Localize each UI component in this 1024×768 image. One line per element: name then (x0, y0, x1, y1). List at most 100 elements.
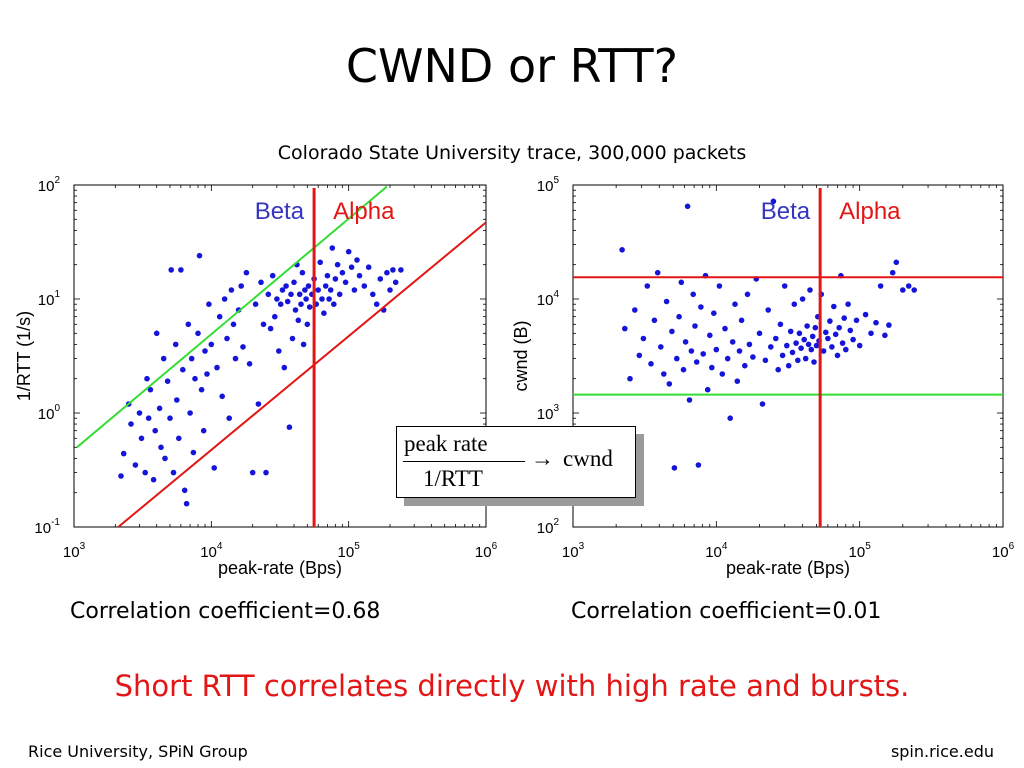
data-point (132, 462, 139, 468)
data-point (384, 269, 390, 276)
data-point (334, 261, 341, 268)
data-point (663, 298, 670, 305)
data-point (299, 269, 306, 276)
green-reference-line (76, 185, 388, 449)
data-point (770, 198, 777, 205)
data-point (211, 465, 217, 471)
data-point (787, 328, 794, 335)
plot-frame (572, 184, 1004, 528)
data-point (265, 291, 272, 298)
data-point (812, 324, 819, 331)
data-point (698, 304, 704, 310)
data-point (331, 301, 337, 308)
data-point (779, 352, 786, 359)
data-point (255, 401, 262, 407)
data-point (221, 296, 228, 302)
data-point (781, 283, 788, 289)
data-point (136, 410, 143, 416)
data-point (839, 340, 846, 346)
data-point (339, 269, 346, 276)
data-point (704, 386, 711, 393)
data-point (267, 325, 274, 332)
data-point (775, 366, 781, 373)
data-point (183, 500, 190, 507)
data-point (258, 279, 264, 286)
data-point (192, 375, 198, 382)
data-point (784, 342, 790, 349)
data-point (765, 307, 771, 313)
data-point (688, 348, 695, 354)
data-point (820, 348, 827, 354)
data-point (750, 354, 756, 360)
data-point (252, 301, 259, 308)
data-point (162, 455, 168, 462)
data-point (150, 476, 157, 483)
data-point (303, 296, 309, 302)
data-point (214, 364, 220, 371)
data-point (317, 259, 324, 266)
data-point (329, 245, 336, 251)
data-point (777, 321, 784, 328)
y-tick-label: 105 (537, 175, 560, 195)
data-point (738, 317, 745, 324)
data-point (622, 325, 628, 332)
data-point (627, 375, 633, 382)
data-point (219, 393, 225, 400)
data-point (164, 378, 171, 385)
data-point (190, 449, 197, 456)
formula-arrow-icon: → (531, 446, 554, 471)
data-point (327, 287, 334, 293)
data-point (156, 405, 163, 412)
data-point (877, 283, 884, 289)
y-tick-label: 102 (38, 175, 61, 195)
data-point (843, 346, 849, 353)
data-point (850, 336, 856, 343)
data-point (666, 381, 673, 387)
data-point (893, 259, 900, 266)
data-point (377, 276, 384, 282)
alpha-label: Alpha (333, 198, 395, 225)
data-point (298, 301, 304, 308)
data-point (640, 335, 647, 342)
data-point (153, 330, 160, 337)
data-point (724, 355, 731, 362)
x-tick-label: 104 (200, 541, 223, 561)
data-point (224, 335, 230, 342)
data-point (226, 415, 232, 422)
x-tick-label: 105 (849, 541, 872, 561)
data-point (342, 279, 349, 286)
data-point (693, 359, 700, 365)
y-tick-label: 102 (537, 517, 560, 537)
beta-label: Beta (255, 198, 305, 225)
slide-title: CWND or RTT? (345, 39, 679, 93)
data-point (841, 315, 847, 321)
data-point (292, 307, 299, 313)
data-point (632, 307, 638, 313)
data-point (729, 339, 736, 345)
data-point (809, 333, 816, 340)
data-point (692, 323, 698, 329)
data-point (793, 340, 799, 346)
data-point (700, 351, 706, 357)
data-point (196, 252, 203, 259)
data-point (263, 469, 269, 476)
data-point (911, 287, 917, 293)
data-point (322, 283, 329, 289)
data-point (756, 330, 763, 337)
data-point (762, 357, 769, 364)
data-point (187, 410, 193, 416)
data-point (847, 327, 854, 334)
y-tick-label: 10-1 (34, 517, 60, 537)
data-point (167, 415, 173, 422)
data-point (802, 355, 809, 362)
data-point (834, 352, 841, 359)
data-point (695, 462, 702, 468)
data-point (768, 344, 774, 350)
data-point (742, 362, 748, 369)
x-tick-label: 104 (705, 541, 728, 561)
data-point (801, 336, 807, 343)
data-point (832, 331, 839, 338)
data-point (658, 344, 664, 350)
data-point (230, 321, 237, 328)
